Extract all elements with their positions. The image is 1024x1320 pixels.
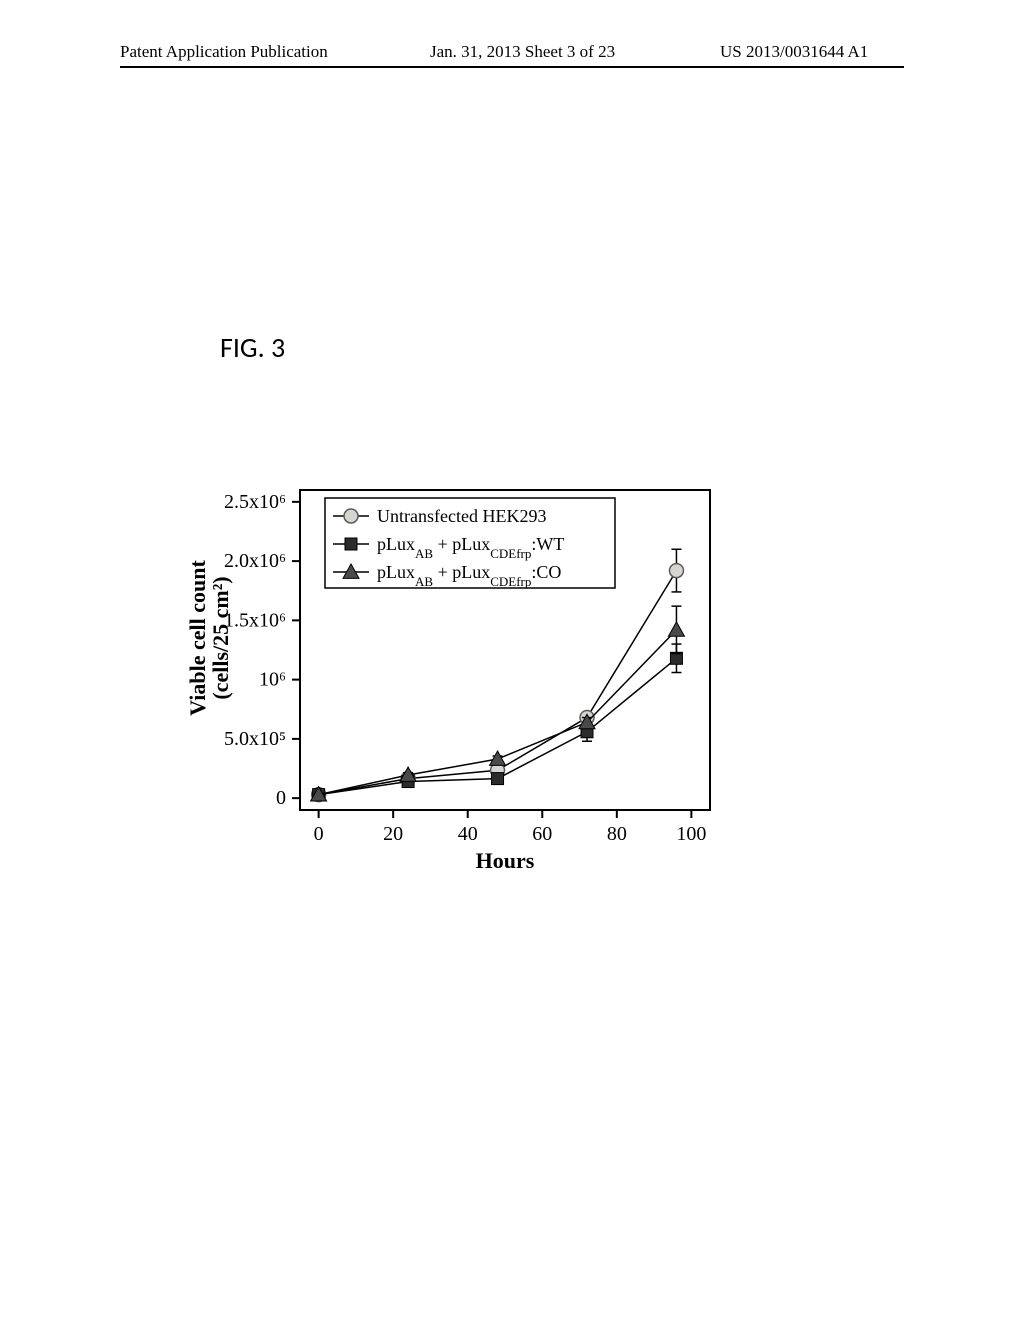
figure-label: FIG. 3 <box>220 330 285 365</box>
legend-marker <box>344 509 358 523</box>
y-tick-label: 0 <box>276 787 286 809</box>
x-tick-label: 20 <box>383 823 403 845</box>
header: Patent Application Publication Jan. 31, … <box>0 0 1024 70</box>
svg-text:Viable cell count: Viable cell count <box>185 560 210 716</box>
y-axis-label: Viable cell count(cells/25 cm²) <box>185 560 233 716</box>
x-tick-label: 40 <box>458 823 478 845</box>
svg-text:(cells/25 cm²): (cells/25 cm²) <box>208 576 233 699</box>
x-tick-label: 0 <box>314 823 324 845</box>
x-axis-label: Hours <box>476 848 535 873</box>
page: Patent Application Publication Jan. 31, … <box>0 0 1024 1320</box>
header-right: US 2013/0031644 A1 <box>720 42 868 62</box>
header-left: Patent Application Publication <box>120 42 328 62</box>
y-tick-label: 5.0x10⁵ <box>224 728 286 750</box>
series-marker <box>669 564 683 578</box>
x-tick-label: 60 <box>532 823 552 845</box>
y-tick-label: 2.0x10⁶ <box>224 550 286 572</box>
x-tick-label: 80 <box>607 823 627 845</box>
chart: 0 20 40 60 80 100 0 5.0x10⁵ 10⁶ 1.5x10⁶ 2.0x10⁶ 2.5… <box>180 470 740 890</box>
legend-label: Untransfected HEK293 <box>377 506 546 526</box>
header-mid: Jan. 31, 2013 Sheet 3 of 23 <box>430 42 615 62</box>
y-tick-label: 10⁶ <box>259 669 286 691</box>
legend: Untransfected HEK293pLuxAB + pLuxCDEfrp:… <box>325 498 615 589</box>
x-tick-label: 100 <box>676 823 706 845</box>
chart-svg: 0 20 40 60 80 100 0 5.0x10⁵ 10⁶ 1.5x10⁶ 2.0x10⁶ 2.5… <box>180 470 740 890</box>
y-tick-label: 2.5x10⁶ <box>224 491 286 513</box>
series-marker <box>492 773 504 785</box>
legend-marker <box>345 538 357 550</box>
header-rule <box>120 66 904 68</box>
y-tick-label: 1.5x10⁶ <box>224 609 286 631</box>
